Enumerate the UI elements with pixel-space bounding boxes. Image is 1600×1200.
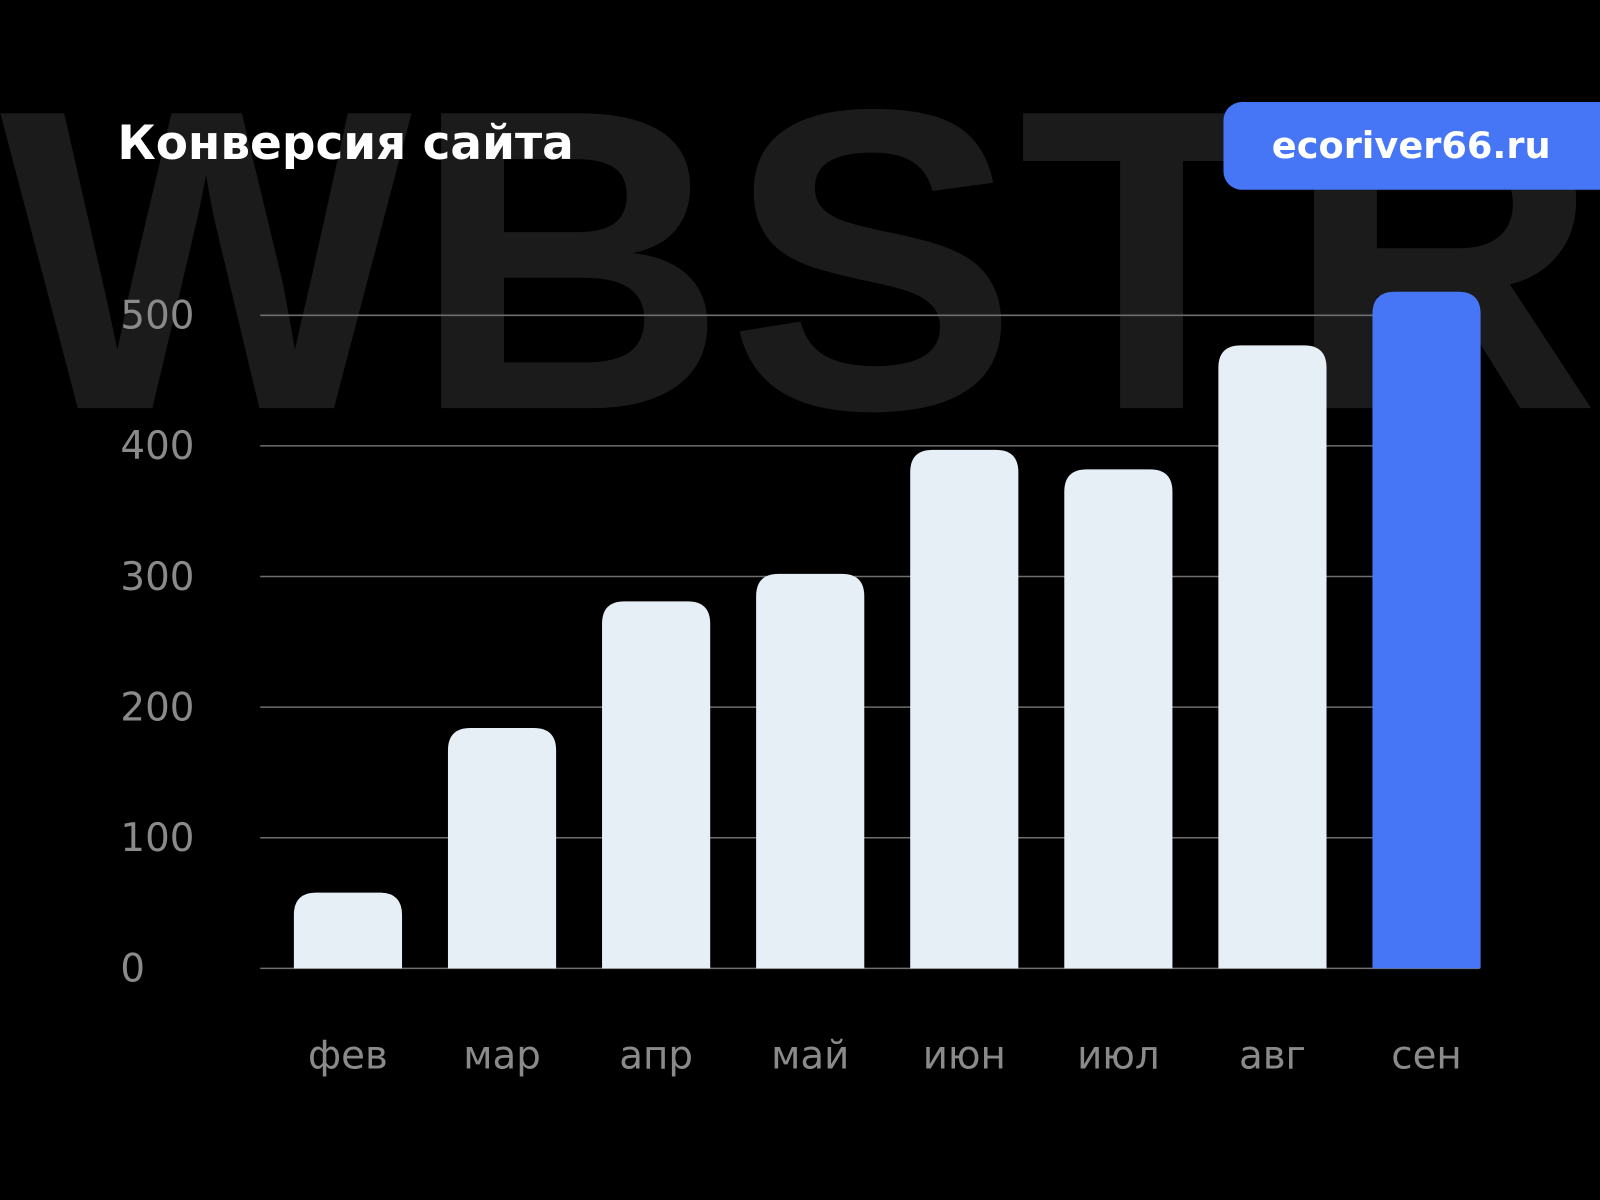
bar-июн [910,449,1019,969]
x-tick-label: мар [463,1033,541,1078]
y-tick-label: 300 [120,555,194,600]
x-tick-label: май [771,1033,849,1078]
bar-мар [447,728,557,969]
y-tick-label: 100 [120,816,194,861]
bar-сен [1372,291,1481,969]
y-tick-label: 400 [120,424,194,469]
site-badge-label: ecoriver66.ru [1272,124,1551,167]
x-tick-label: июн [923,1033,1006,1078]
bar-июл [1064,469,1173,969]
x-tick-label: сен [1391,1033,1462,1078]
y-tick-label: 500 [120,294,194,339]
x-tick-label: фев [308,1033,388,1078]
chart-title: Конверсия сайта [117,116,573,171]
x-tick-label: апр [619,1033,693,1078]
y-tick-label: 200 [120,685,194,730]
bar-май [756,573,865,969]
bar-авг [1218,345,1327,969]
bar-апр [602,601,711,969]
site-badge [1223,102,1600,190]
bar-фев [293,892,403,969]
y-tick-label: 0 [120,947,145,992]
x-tick-label: авг [1239,1033,1306,1078]
watermark: WBSTR [0,20,1600,499]
x-tick-label: июл [1077,1033,1160,1078]
